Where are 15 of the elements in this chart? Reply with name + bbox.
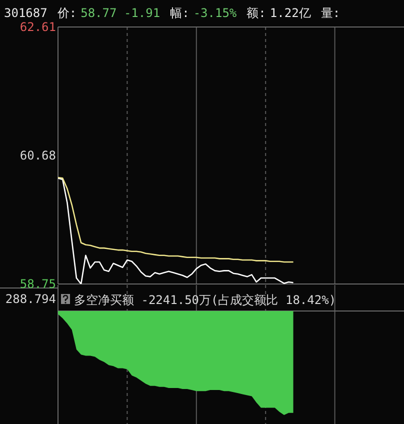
- y-tick-label: 60.68: [20, 148, 56, 162]
- y-tick-label: 58.75: [20, 277, 56, 291]
- text: 58.77 -1.91: [80, 6, 160, 20]
- text: 量:: [320, 6, 340, 20]
- chart-title: 301687: [4, 6, 48, 20]
- text: 额:: [246, 6, 266, 20]
- line-series: [58, 176, 294, 263]
- text: 288.794: [5, 292, 56, 306]
- y-tick-label: 62.61: [20, 20, 56, 34]
- line-series: [58, 177, 294, 284]
- text: 幅:: [170, 6, 190, 20]
- text: 价:: [56, 6, 77, 20]
- text: 1.22亿: [270, 6, 311, 20]
- text: 多空净买额 -2241.50万(占成交额比 18.42%): [74, 293, 336, 307]
- text: -3.15%: [193, 6, 238, 20]
